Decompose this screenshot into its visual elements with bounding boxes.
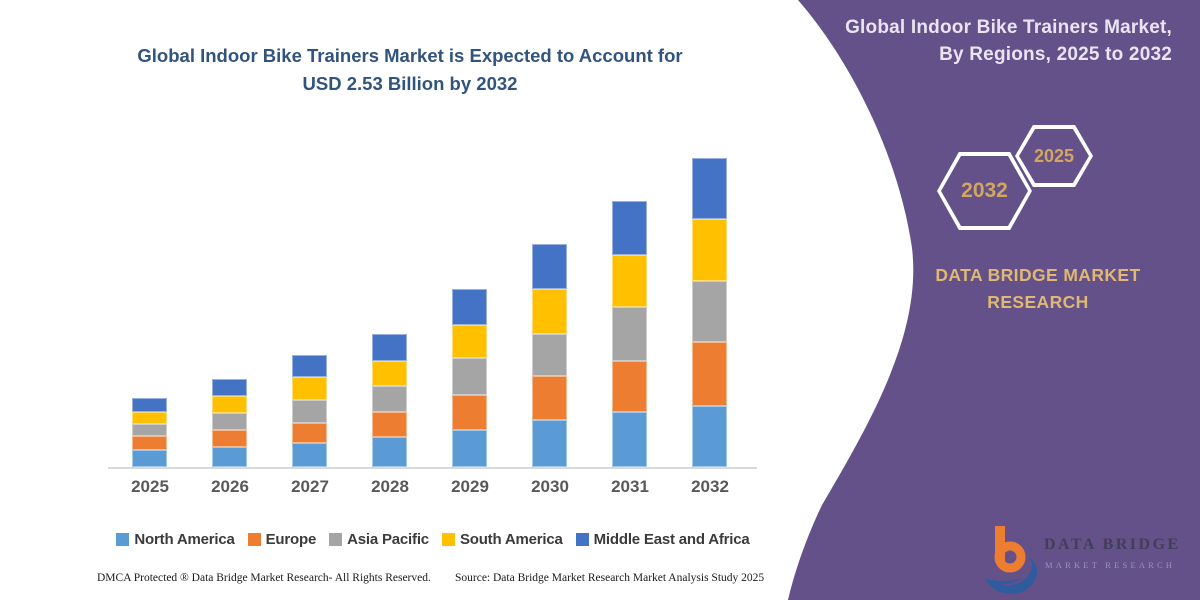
bar-2026 <box>212 379 247 467</box>
x-tick-2032: 2032 <box>691 477 729 496</box>
bar-segment-north-america-2032 <box>692 405 727 467</box>
bar-segment-north-america-2031 <box>612 411 647 467</box>
bar-segment-middle-east-and-africa-2031 <box>612 201 647 255</box>
bar-segment-middle-east-and-africa-2026 <box>212 379 247 396</box>
bar-segment-middle-east-and-africa-2027 <box>292 354 327 377</box>
x-tick-2028: 2028 <box>371 477 409 496</box>
bar-segment-north-america-2025 <box>132 449 167 467</box>
bar-segment-asia-pacific-2029 <box>452 358 487 395</box>
bar-segment-asia-pacific-2031 <box>612 307 647 361</box>
legend-label: Middle East and Africa <box>593 531 750 548</box>
hexagon-fill <box>1019 129 1089 183</box>
hexagon-badge-2025: 2025 <box>1015 125 1093 187</box>
legend-item-asia-pacific: Asia Pacific <box>329 531 429 548</box>
bar-segment-north-america-2027 <box>292 443 327 467</box>
logo-wordmark: DATA BRIDGE <box>1044 536 1181 553</box>
legend-swatch-icon <box>116 533 130 546</box>
legend-item-europe: Europe <box>247 531 317 548</box>
chart-title: Global Indoor Bike Trainers Market is Ex… <box>85 42 735 98</box>
bar-segment-middle-east-and-africa-2025 <box>132 398 167 412</box>
chart-title-line1: Global Indoor Bike Trainers Market is Ex… <box>137 45 683 66</box>
legend-item-middle-east-and-africa: Middle East and Africa <box>575 531 750 548</box>
right-panel-title-line1: Global Indoor Bike Trainers Market, <box>845 17 1172 38</box>
bar-2027 <box>292 354 327 467</box>
bar-segment-europe-2031 <box>612 360 647 412</box>
bar-segment-europe-2032 <box>692 342 727 406</box>
right-panel-title: Global Indoor Bike Trainers Market, By R… <box>772 14 1172 68</box>
hexagon-year-label: 2032 <box>961 179 1008 202</box>
bar-segment-asia-pacific-2026 <box>212 413 247 430</box>
hexagon-year-label: 2025 <box>1033 145 1075 166</box>
dmca-notice: DMCA Protected ® Data Bridge Market Rese… <box>97 572 431 584</box>
legend-item-north-america: North America <box>116 531 235 548</box>
bar-segment-middle-east-and-africa-2028 <box>372 333 407 361</box>
bar-2029 <box>452 288 487 467</box>
x-tick-2027: 2027 <box>291 477 329 496</box>
bar-segment-europe-2025 <box>132 436 167 450</box>
hexagon-badge-2032: 2032 <box>937 152 1032 230</box>
right-panel-title-line2: By Regions, 2025 to 2032 <box>939 44 1172 65</box>
bar-2028 <box>372 333 407 467</box>
bar-segment-asia-pacific-2025 <box>132 423 167 437</box>
legend-item-south-america: South America <box>441 531 563 548</box>
bar-2031 <box>612 201 647 467</box>
x-tick-2029: 2029 <box>451 477 489 496</box>
bar-segment-middle-east-and-africa-2029 <box>452 288 487 326</box>
bar-2032 <box>692 158 727 467</box>
bar-segment-middle-east-and-africa-2032 <box>692 158 727 220</box>
logo-mark-icon <box>984 526 1038 594</box>
bar-segment-asia-pacific-2028 <box>372 386 407 412</box>
bar-segment-north-america-2026 <box>212 447 247 467</box>
legend-label: Asia Pacific <box>347 531 429 548</box>
bar-2030 <box>532 243 567 467</box>
bar-segment-north-america-2030 <box>532 420 567 467</box>
plot-area <box>108 150 757 469</box>
legend: North America Europe Asia Pacific South Ame… <box>98 531 768 548</box>
legend-swatch-icon <box>575 533 589 546</box>
bar-segment-south-america-2032 <box>692 219 727 282</box>
bar-segment-south-america-2030 <box>532 288 567 334</box>
bar-segment-north-america-2028 <box>372 437 407 467</box>
x-tick-2025: 2025 <box>131 477 169 496</box>
source-note: Source: Data Bridge Market Research Mark… <box>455 572 765 584</box>
bars <box>108 150 757 467</box>
legend-swatch-icon <box>441 533 455 546</box>
bar-segment-europe-2027 <box>292 422 327 444</box>
company-logo: DATA BRIDGE MARKET RESEARCH <box>982 520 1187 598</box>
bar-segment-asia-pacific-2032 <box>692 281 727 343</box>
legend-swatch-icon <box>247 533 261 546</box>
brand-name-line1: DATA BRIDGE MARKET <box>935 265 1141 285</box>
bar-segment-europe-2028 <box>372 411 407 438</box>
bar-segment-north-america-2029 <box>452 430 487 467</box>
legend-swatch-icon <box>329 533 343 546</box>
x-tick-2030: 2030 <box>531 477 569 496</box>
brand-name: DATA BRIDGE MARKET RESEARCH <box>898 262 1178 316</box>
bar-segment-asia-pacific-2027 <box>292 399 327 423</box>
brand-name-line2: RESEARCH <box>987 292 1089 312</box>
bar-segment-south-america-2029 <box>452 325 487 359</box>
bar-segment-asia-pacific-2030 <box>532 333 567 377</box>
bar-segment-europe-2026 <box>212 430 247 447</box>
chart-title-line2: USD 2.53 Billion by 2032 <box>302 73 518 94</box>
bar-segment-south-america-2026 <box>212 396 247 413</box>
bar-segment-south-america-2028 <box>372 360 407 387</box>
bar-2025 <box>132 398 167 467</box>
bar-segment-middle-east-and-africa-2030 <box>532 243 567 289</box>
legend-label: North America <box>134 531 235 548</box>
x-axis-labels: 2025 2026 2027 2028 2029 2030 2031 2032 <box>110 477 750 497</box>
logo-subtext: MARKET RESEARCH <box>1045 560 1176 570</box>
legend-label: Europe <box>265 531 317 548</box>
bar-segment-south-america-2025 <box>132 411 167 424</box>
x-tick-2031: 2031 <box>611 477 649 496</box>
x-tick-2026: 2026 <box>211 477 249 496</box>
bar-segment-south-america-2031 <box>612 254 647 308</box>
bar-segment-europe-2030 <box>532 376 567 421</box>
bar-segment-south-america-2027 <box>292 376 327 400</box>
legend-label: South America <box>459 531 563 548</box>
bar-segment-europe-2029 <box>452 394 487 430</box>
hexagon-fill <box>941 156 1028 226</box>
